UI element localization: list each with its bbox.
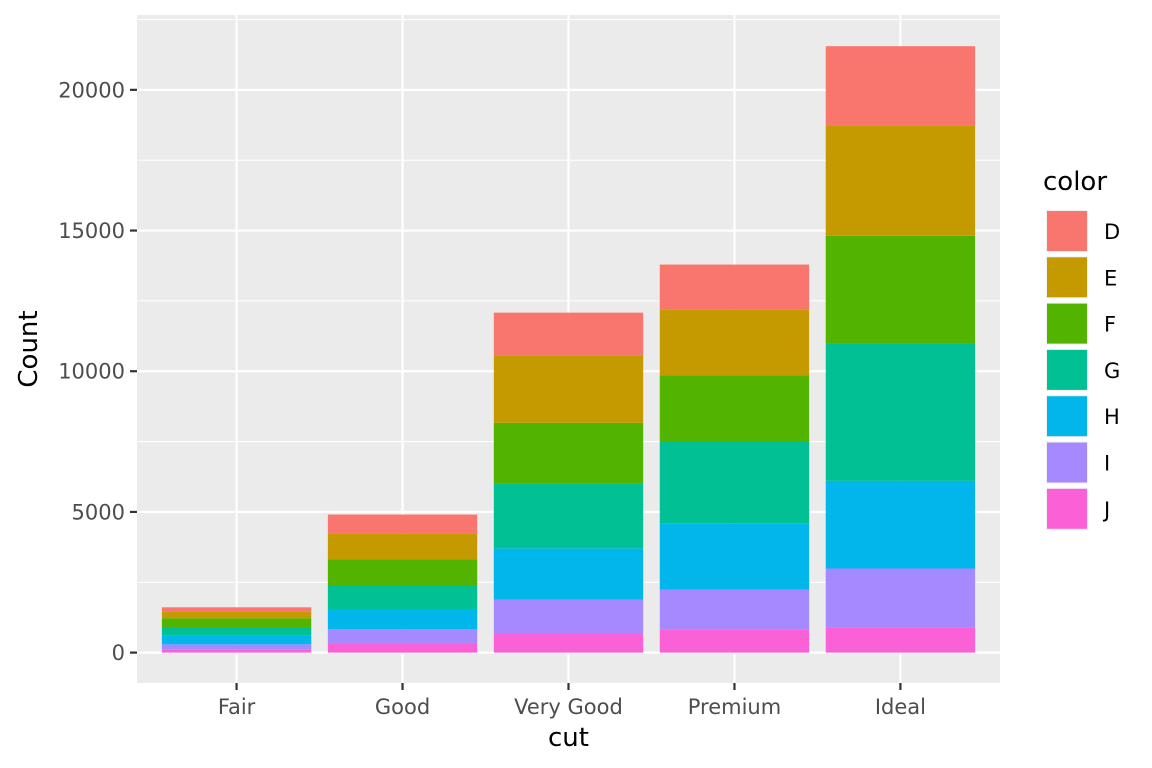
bar-segment-ideal-e <box>825 125 976 236</box>
x-tick-label: Premium <box>688 695 781 719</box>
bar-segment-premium-i <box>659 589 810 630</box>
x-tick-label: Fair <box>218 695 256 719</box>
legend-label-e: E <box>1104 266 1117 290</box>
bar-segment-premium-e <box>659 309 810 376</box>
y-tick-label: 0 <box>112 641 125 665</box>
legend-label-f: F <box>1104 313 1116 337</box>
legend-key-d <box>1047 211 1087 251</box>
bar-segment-fair-h <box>161 635 312 645</box>
legend-label-i: I <box>1104 452 1110 476</box>
legend-label-d: D <box>1104 220 1120 244</box>
bar-segment-good-e <box>327 533 478 560</box>
legend-title: color <box>1043 167 1107 197</box>
legend-label-h: H <box>1104 405 1120 429</box>
bar-segment-fair-j <box>161 649 312 653</box>
bar-segment-very-good-j <box>493 633 644 653</box>
legend-key-f <box>1047 303 1087 344</box>
y-axis: 0 5000 10000 15000 20000 <box>58 78 137 665</box>
bar-segment-ideal-d <box>825 46 976 126</box>
bar-segment-fair-e <box>161 611 312 619</box>
bar-segment-ideal-g <box>825 343 976 481</box>
y-tick-label: 5000 <box>72 500 125 524</box>
bar-segment-premium-f <box>659 375 810 442</box>
bar-segment-fair-d <box>161 607 312 612</box>
bar-segment-good-i <box>327 629 478 644</box>
bar-segment-good-g <box>327 585 478 610</box>
bar-segment-very-good-e <box>493 355 644 423</box>
legend-key-i <box>1047 442 1087 483</box>
x-tick-label: Ideal <box>875 695 926 719</box>
bar-segment-good-d <box>327 514 478 534</box>
x-axis: Fair Good Very Good Premium Ideal <box>218 683 926 719</box>
bar-segment-fair-g <box>161 626 312 636</box>
legend-key-h <box>1047 396 1087 437</box>
bar-segment-very-good-h <box>493 548 644 600</box>
legend-key-j <box>1047 488 1087 529</box>
x-tick-label: Good <box>375 695 430 719</box>
bar-stacks <box>161 46 976 653</box>
bar-segment-premium-g <box>659 441 810 524</box>
bar-segment-ideal-j <box>825 627 976 653</box>
bar-segment-good-j <box>327 643 478 653</box>
bar-segment-premium-d <box>659 264 810 310</box>
bar-segment-good-f <box>327 559 478 586</box>
legend-label-j: J <box>1102 498 1110 522</box>
bar-segment-very-good-g <box>493 483 644 549</box>
bar-segment-premium-h <box>659 523 810 590</box>
y-tick-label: 20000 <box>58 78 125 102</box>
legend-label-g: G <box>1104 359 1120 383</box>
bar-segment-fair-f <box>161 618 312 627</box>
bar-segment-ideal-i <box>825 568 976 628</box>
bar-segment-very-good-f <box>493 422 644 484</box>
y-axis-title: Count <box>14 310 44 387</box>
y-tick-label: 15000 <box>58 219 125 243</box>
x-axis-title: cut <box>548 723 589 753</box>
y-tick-label: 10000 <box>58 360 125 384</box>
legend-key-e <box>1047 257 1087 298</box>
legend-key-g <box>1047 349 1087 390</box>
bar-segment-premium-j <box>659 629 810 653</box>
bar-segment-very-good-i <box>493 599 644 634</box>
bar-segment-good-h <box>327 609 478 630</box>
bar-segment-fair-i <box>161 644 312 650</box>
x-tick-label: Very Good <box>514 695 623 719</box>
bar-segment-very-good-d <box>493 312 644 356</box>
bar-segment-ideal-f <box>825 235 976 344</box>
bar-segment-ideal-h <box>825 480 976 569</box>
